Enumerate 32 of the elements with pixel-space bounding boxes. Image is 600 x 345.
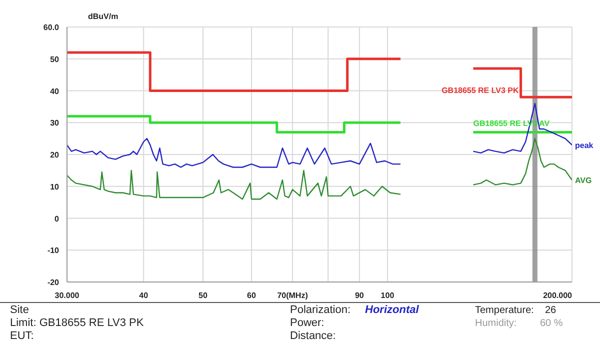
text: Limit: GB18655 RE LV3 PK — [10, 317, 144, 330]
text: Horizontal — [365, 304, 419, 317]
text: Site — [10, 304, 29, 317]
x-tick-label: 40 — [139, 291, 149, 300]
x-tick-label: 200.000 — [543, 291, 573, 300]
x-tick-label: 50 — [198, 291, 208, 300]
text: 26 — [545, 304, 556, 317]
y-axis-title: dBuV/m — [88, 12, 118, 21]
x-tick-label: 90 — [354, 291, 364, 300]
y-tick-label: 20 — [50, 150, 60, 160]
series-label: peak — [575, 140, 594, 150]
x-tick-label: 30.000 — [54, 291, 80, 300]
y-tick-label: 60.0 — [43, 23, 60, 32]
text: Power: — [290, 317, 324, 330]
series-label: AVG — [575, 176, 592, 185]
text: EUT: — [10, 330, 34, 343]
text: Humidity: — [475, 317, 517, 330]
y-tick-label: -10 — [47, 246, 60, 256]
text: Polarization: — [290, 304, 351, 317]
y-tick-label: 50 — [50, 54, 60, 64]
y-tick-label: 30 — [50, 118, 60, 128]
text: Distance: — [290, 330, 336, 343]
x-tick-label: 60 — [247, 291, 257, 300]
series-label: GB18655 RE LV3 PK — [442, 86, 520, 96]
x-tick-label: 70(MHz) — [277, 291, 308, 300]
text: Temperature: — [475, 304, 534, 317]
x-tick-label: 100 — [380, 291, 395, 300]
y-tick-label: -20 — [47, 278, 60, 287]
y-tick-label: 0 — [54, 214, 60, 224]
y-tick-label: 10 — [50, 182, 60, 192]
text: 60 % — [540, 317, 563, 330]
y-tick-label: 40 — [50, 86, 60, 96]
